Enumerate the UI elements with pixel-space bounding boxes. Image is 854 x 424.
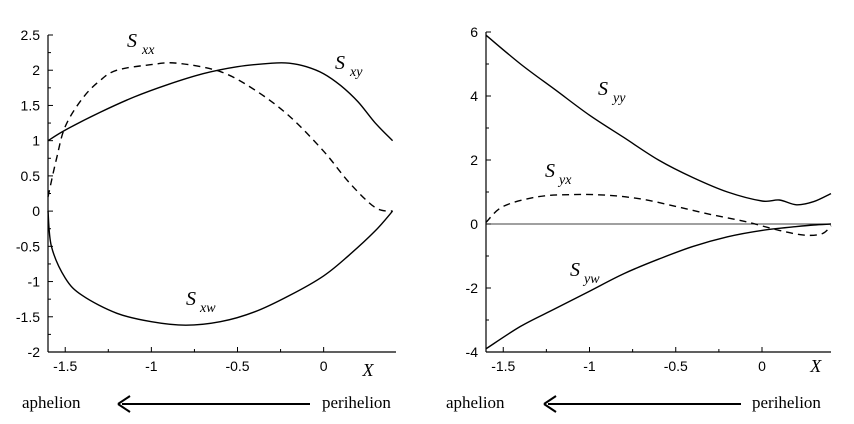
arrow-left-icon <box>543 395 557 413</box>
series-label-syx: S <box>545 160 555 182</box>
series-label-subscript: xy <box>349 65 363 80</box>
series-label-subscript: yw <box>582 272 600 287</box>
y-tick-label: 2 <box>470 152 478 168</box>
series-label-syy: S <box>598 78 608 100</box>
series-label-subscript: xx <box>141 43 155 58</box>
y-tick-label: -4 <box>466 344 479 360</box>
series-label-subscript: yy <box>611 91 626 106</box>
caption-perihelion: perihelion <box>322 393 391 412</box>
y-tick-label: 1.5 <box>21 97 41 113</box>
x-tick-label: -0.5 <box>225 358 249 374</box>
caption-aphelion: aphelion <box>22 393 81 412</box>
caption-perihelion: perihelion <box>752 393 821 412</box>
y-tick-label: -1 <box>28 274 41 290</box>
y-tick-label: 2 <box>32 62 40 78</box>
series-label-sxy: S <box>335 52 345 74</box>
y-tick-label: 6 <box>470 24 478 40</box>
x-axis-label: X <box>809 356 822 376</box>
y-tick-label: 0 <box>470 216 478 232</box>
y-tick-label: 1 <box>32 133 40 149</box>
series-line-sxx <box>47 62 394 142</box>
y-tick-label: 4 <box>470 88 478 104</box>
series-label-syw: S <box>570 259 580 281</box>
x-tick-label: -0.5 <box>664 358 688 374</box>
y-tick-label: 0 <box>32 203 40 219</box>
x-tick-label: -1.5 <box>491 358 515 374</box>
series-line-syx <box>485 193 832 237</box>
series-label-subscript: xw <box>199 301 216 316</box>
y-tick-label: 2.5 <box>21 27 41 43</box>
x-tick-label: 0 <box>758 358 766 374</box>
caption-aphelion: aphelion <box>446 393 505 412</box>
y-tick-label: -0.5 <box>16 238 40 254</box>
x-tick-label: -1 <box>145 358 158 374</box>
y-tick-label: -2 <box>28 344 41 360</box>
series-label-sxw: S <box>186 288 196 310</box>
x-axis-label: X <box>362 360 375 380</box>
left-chart-panel: -2 -1.5 -1 -0.5 0 0.5 1 1.5 2 2.5 -1.5 -1 -0.5 0 X S xx S… <box>16 27 396 413</box>
series-label-subscript: yx <box>557 173 572 188</box>
y-tick-label: -1.5 <box>16 309 40 325</box>
y-tick-label: -2 <box>466 280 479 296</box>
x-tick-label: 0 <box>320 358 328 374</box>
series-label-sxx: S <box>127 30 137 52</box>
series-line-syw <box>485 223 832 350</box>
y-tick-label: 0.5 <box>21 168 41 184</box>
series-line-syy <box>485 34 832 206</box>
arrow-left-icon <box>117 395 131 413</box>
series-line-sxw <box>47 210 394 326</box>
x-tick-label: -1.5 <box>53 358 77 374</box>
x-tick-label: -1 <box>583 358 596 374</box>
